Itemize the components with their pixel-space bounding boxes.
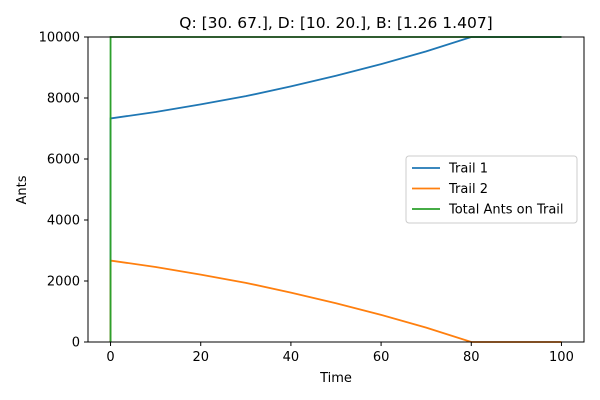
- y-axis-label: Ants: [15, 175, 30, 204]
- legend-label-2: Trail 2: [448, 182, 488, 197]
- x-axis: 0 20 40 60 80 100: [106, 342, 574, 365]
- y-tick-label: 4000: [47, 214, 80, 229]
- y-tick-label: 8000: [47, 92, 80, 107]
- x-tick-label: 80: [463, 350, 480, 365]
- y-axis: 0 2000 4000 6000 8000 10000: [39, 31, 88, 351]
- plot-frame: [87, 36, 585, 343]
- y-tick-label: 0: [72, 336, 80, 351]
- legend-label-3: Total Ants on Trail: [448, 203, 564, 218]
- x-tick-label: 100: [549, 350, 574, 365]
- x-tick-label: 20: [192, 350, 209, 365]
- y-tick-label: 2000: [47, 275, 80, 290]
- chart-title: Q: [30. 67.], D: [10. 20.], B: [1.26 1.4…: [179, 14, 492, 32]
- series-line-1: [109, 36, 562, 342]
- legend: Trail 1 Trail 2 Total Ants on Trail: [405, 155, 578, 224]
- legend-label-1: Trail 1: [448, 162, 488, 177]
- y-tick-label: 10000: [39, 31, 80, 46]
- x-tick-label: 60: [373, 350, 390, 365]
- x-tick-label: 0: [106, 350, 114, 365]
- x-axis-label: Time: [319, 371, 352, 386]
- y-tick-label: 6000: [47, 153, 80, 168]
- x-tick-label: 40: [283, 350, 300, 365]
- legend-box: [405, 155, 578, 224]
- series-line-2: [109, 259, 562, 343]
